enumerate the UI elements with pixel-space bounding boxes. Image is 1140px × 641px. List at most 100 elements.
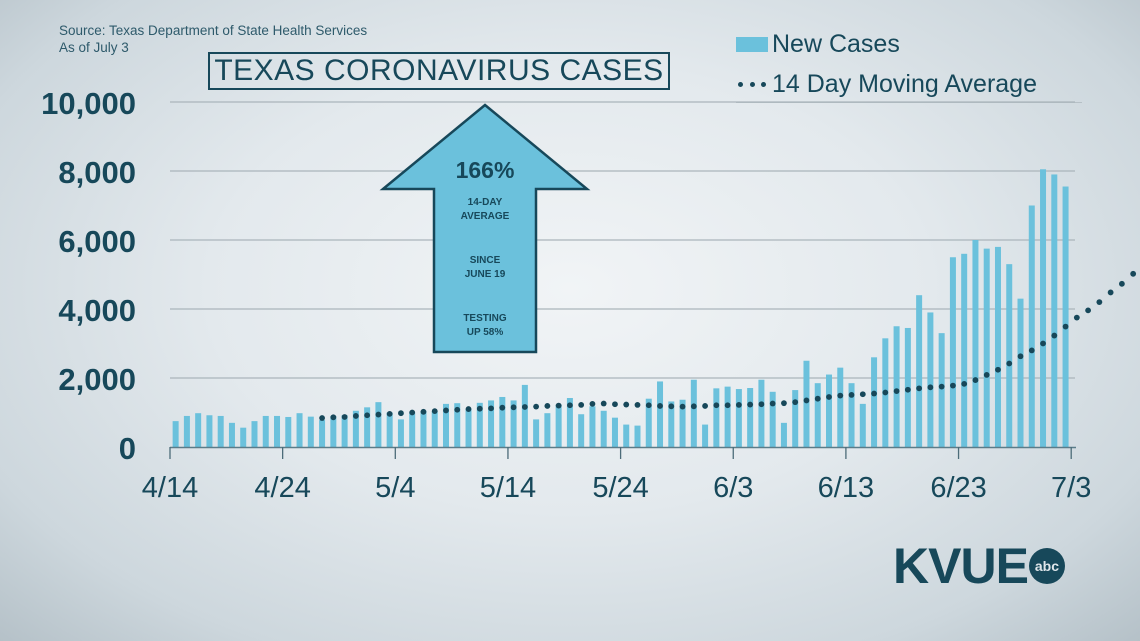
avg-dot [814,395,821,402]
x-tick-label: 5/24 [592,472,649,504]
bar [792,390,799,447]
bar [724,386,731,447]
avg-dot [668,403,675,410]
bar [307,416,314,447]
bar [1040,169,1047,447]
bar [702,424,709,447]
avg-dot [488,405,494,412]
avg-dot [521,404,528,410]
avg-dot [600,400,607,407]
avg-dot [983,371,990,378]
bar [420,410,427,447]
callout-line4: JUNE 19 [464,269,506,280]
y-tick-label: 10,000 [41,86,136,121]
bar [240,427,247,447]
avg-dot [319,415,325,421]
bar [330,415,337,447]
bar [961,253,968,447]
y-tick-label: 6,000 [58,224,136,259]
avg-dot [702,403,708,409]
bar [510,400,517,447]
bar [623,424,630,447]
as-of-line: As of July 3 [59,40,129,55]
x-tick-label: 6/23 [930,472,987,504]
bar [859,403,866,447]
bar [442,403,449,447]
bar [668,401,675,447]
bar [758,379,765,447]
avg-dot [420,408,427,415]
new-cases-bars [172,169,1069,447]
x-tick-label: 6/13 [817,472,875,504]
arrow-callout: 166% 14-DAY AVERAGE SINCE JUNE 19 TESTIN… [434,150,536,340]
abc-logo-icon: abc [1028,548,1065,584]
bar [296,413,303,447]
bar [826,374,833,447]
avg-dot [871,390,877,397]
bar [713,388,720,447]
avg-dot [1130,270,1137,277]
avg-dot [589,400,596,407]
avg-dot [848,392,855,398]
y-tick-label: 8,000 [58,155,136,190]
bar [566,398,573,447]
avg-dot [443,407,449,414]
callout-line6: UP 58% [466,327,504,338]
source-text: Source: Texas Department of State Health… [59,22,367,56]
avg-dot [1028,347,1035,354]
bar [814,383,821,447]
avg-dot [1040,340,1046,347]
avg-dot [431,408,438,415]
bar [994,246,1001,447]
legend-item-moving-average: 14 Day Moving Average [736,64,1037,104]
avg-dot [972,377,979,383]
bar [1062,186,1069,447]
bar [228,422,235,447]
avg-dot [758,401,765,408]
bar [803,360,810,447]
bar [555,404,562,447]
bar [848,383,855,447]
y-tick-label: 0 [118,431,136,466]
avg-dot [882,389,889,396]
source-line: Source: Texas Department of State Health… [59,23,368,38]
avg-dot [735,402,742,408]
avg-dot [1006,360,1013,367]
avg-dot [916,385,923,392]
bar [1006,264,1013,447]
bar [217,415,224,447]
bar [927,312,934,447]
avg-dot [961,380,968,387]
bar [1017,298,1024,447]
bar [769,391,776,447]
bar [409,412,416,447]
bar [871,357,878,447]
bar [611,417,618,447]
callout-line3: SINCE [469,255,501,266]
bar [206,415,213,447]
gridlines [170,101,1075,379]
bar [657,381,664,447]
avg-dot [938,383,945,390]
dotted-line-icon [736,81,768,87]
avg-dot [927,384,934,391]
x-axis [169,446,1076,459]
bar [600,410,607,447]
avg-dot [803,397,810,404]
avg-dot [510,404,517,411]
avg-dot [398,410,404,417]
y-tick-label: 2,000 [58,362,136,397]
avg-dot [724,402,731,409]
bar [533,419,540,447]
bar [375,402,382,447]
avg-dot [1073,314,1080,321]
avg-dot [623,401,630,408]
moving-average-dots [319,270,1137,421]
avg-dot [1107,289,1114,296]
bar [690,379,697,447]
bar [578,414,585,447]
avg-dot [352,413,359,419]
bar [251,421,258,447]
legend: New Cases 14 Day Moving Average [736,24,1037,104]
